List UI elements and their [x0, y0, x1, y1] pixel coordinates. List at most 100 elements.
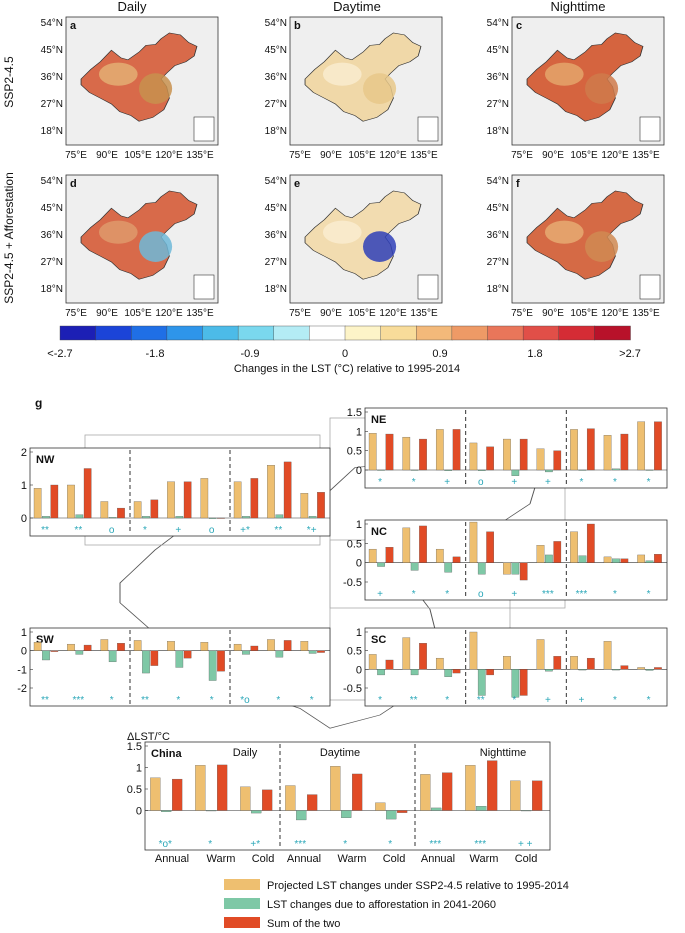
bar-sum	[317, 492, 325, 519]
region-label: NC	[371, 526, 387, 538]
bar-sum	[654, 667, 662, 670]
south-china-sea-inset	[639, 116, 661, 142]
lon-tick-label: 135°E	[410, 308, 438, 319]
bar-afforestation	[175, 516, 184, 519]
significance-marker: *	[647, 589, 651, 600]
significance-marker: **	[477, 695, 485, 706]
bar-sum	[307, 794, 318, 811]
lat-tick-label: 45°N	[487, 45, 509, 56]
significance-marker: *	[445, 695, 449, 706]
south-china-sea-inset	[417, 274, 439, 300]
china-period-daytime: Daytime	[320, 747, 360, 759]
bar-afforestation	[645, 560, 654, 563]
bar-projected	[570, 429, 578, 471]
bar-projected	[603, 641, 612, 670]
lon-tick-label: 105°E	[348, 150, 376, 161]
china-cat-cold-3: Cold	[515, 853, 538, 865]
y-tick-label: 0	[356, 664, 362, 676]
y-axis-title: ΔLST/°C	[127, 731, 170, 743]
bar-projected	[402, 637, 411, 670]
significance-marker: ***	[542, 589, 554, 600]
bar-afforestation	[444, 669, 453, 677]
bar-afforestation	[142, 650, 150, 674]
map-panel-f: f 54°N 45°N 36°N 27°N 18°N 75°E 90°E 105°E 120°E 1…	[487, 174, 665, 319]
panel-letter: c	[516, 20, 522, 32]
significance-marker: *	[647, 695, 651, 706]
bar-projected	[536, 448, 545, 471]
bar-sum	[553, 541, 562, 563]
bar-projected	[570, 656, 578, 670]
row-label-afforestation: SSP2-4.5 + Afforestation	[2, 172, 16, 304]
bar-sum	[620, 558, 629, 563]
significance-marker: +	[545, 477, 551, 488]
china-cat-warm: Warm	[207, 853, 236, 865]
significance-marker: **	[274, 525, 282, 536]
significance-marker: *	[388, 839, 392, 850]
bar-projected	[200, 478, 209, 519]
bar-sum	[519, 669, 528, 696]
bar-projected	[435, 657, 444, 670]
china-shape	[526, 32, 644, 122]
map-plateau-zone	[544, 220, 584, 244]
lat-tick-label: 27°N	[41, 257, 63, 268]
bar-sum	[419, 525, 427, 563]
lon-tick-label: 105°E	[124, 150, 152, 161]
lat-tick-label: 27°N	[487, 99, 509, 110]
bar-afforestation	[251, 810, 262, 814]
bar-projected	[402, 436, 411, 471]
significance-marker: ***	[474, 839, 486, 850]
bar-afforestation	[242, 650, 250, 655]
bar-afforestation	[161, 810, 172, 812]
bar-projected	[167, 641, 175, 651]
region-label: China	[151, 748, 182, 760]
significance-marker: +	[511, 589, 517, 600]
map-panel-a: a 54°N 45°N 36°N 27°N 18°N 75°E 90°E 105°E 120°E 1…	[41, 16, 219, 161]
colorbar-swatch	[273, 325, 311, 341]
bar-afforestation	[545, 669, 553, 672]
map-panel-b: b 54°N 45°N 36°N 27°N 18°N 75°E 90°E 105°E 120°E 1…	[265, 16, 443, 161]
significance-marker: *	[613, 589, 617, 600]
lat-tick-label: 54°N	[41, 176, 63, 187]
significance-marker: *	[143, 525, 147, 536]
lon-tick-label: 135°E	[186, 308, 214, 319]
bar-sum	[419, 438, 427, 471]
significance-marker: *	[276, 695, 280, 706]
legend-swatch-sum	[224, 917, 260, 928]
bar-afforestation	[377, 669, 385, 676]
bar-afforestation	[108, 650, 117, 663]
colorbar-tick-label: <-2.7	[47, 348, 72, 360]
bar-projected	[150, 777, 161, 811]
significance-marker: *	[176, 695, 180, 706]
map-east-zone	[363, 73, 397, 104]
lon-tick-label: 90°E	[320, 308, 342, 319]
bar-sum	[519, 438, 528, 471]
significance-marker: *	[412, 477, 416, 488]
significance-marker: *	[208, 839, 212, 850]
lon-tick-label: 75°E	[65, 308, 87, 319]
legend-label-afforestation: LST changes due to afforestation in 2041…	[267, 899, 496, 911]
south-china-sea-inset	[193, 116, 215, 142]
significance-marker: +	[175, 525, 181, 536]
bar-projected	[503, 438, 511, 471]
colorbar-swatch	[558, 325, 596, 341]
bar-sum	[183, 650, 192, 659]
bar-afforestation	[476, 806, 487, 811]
china-cat-annual: Annual	[155, 853, 189, 865]
col-header-nighttime: Nighttime	[551, 0, 606, 14]
map-plateau-zone	[98, 62, 138, 86]
bar-projected	[300, 641, 309, 651]
china-shape	[80, 32, 198, 122]
china-land	[80, 190, 198, 280]
y-tick-label: 1	[21, 480, 27, 492]
bar-projected	[420, 774, 431, 811]
lat-tick-label: 54°N	[487, 176, 509, 187]
lat-tick-label: 36°N	[487, 72, 509, 83]
lat-tick-label: 18°N	[265, 126, 287, 137]
significance-marker: o	[478, 589, 484, 600]
bar-sum	[250, 478, 259, 519]
bar-afforestation	[142, 516, 150, 519]
significance-marker: +*	[240, 525, 250, 536]
bar-afforestation	[75, 650, 84, 655]
bar-projected	[637, 421, 646, 471]
bar-sum	[352, 773, 363, 811]
